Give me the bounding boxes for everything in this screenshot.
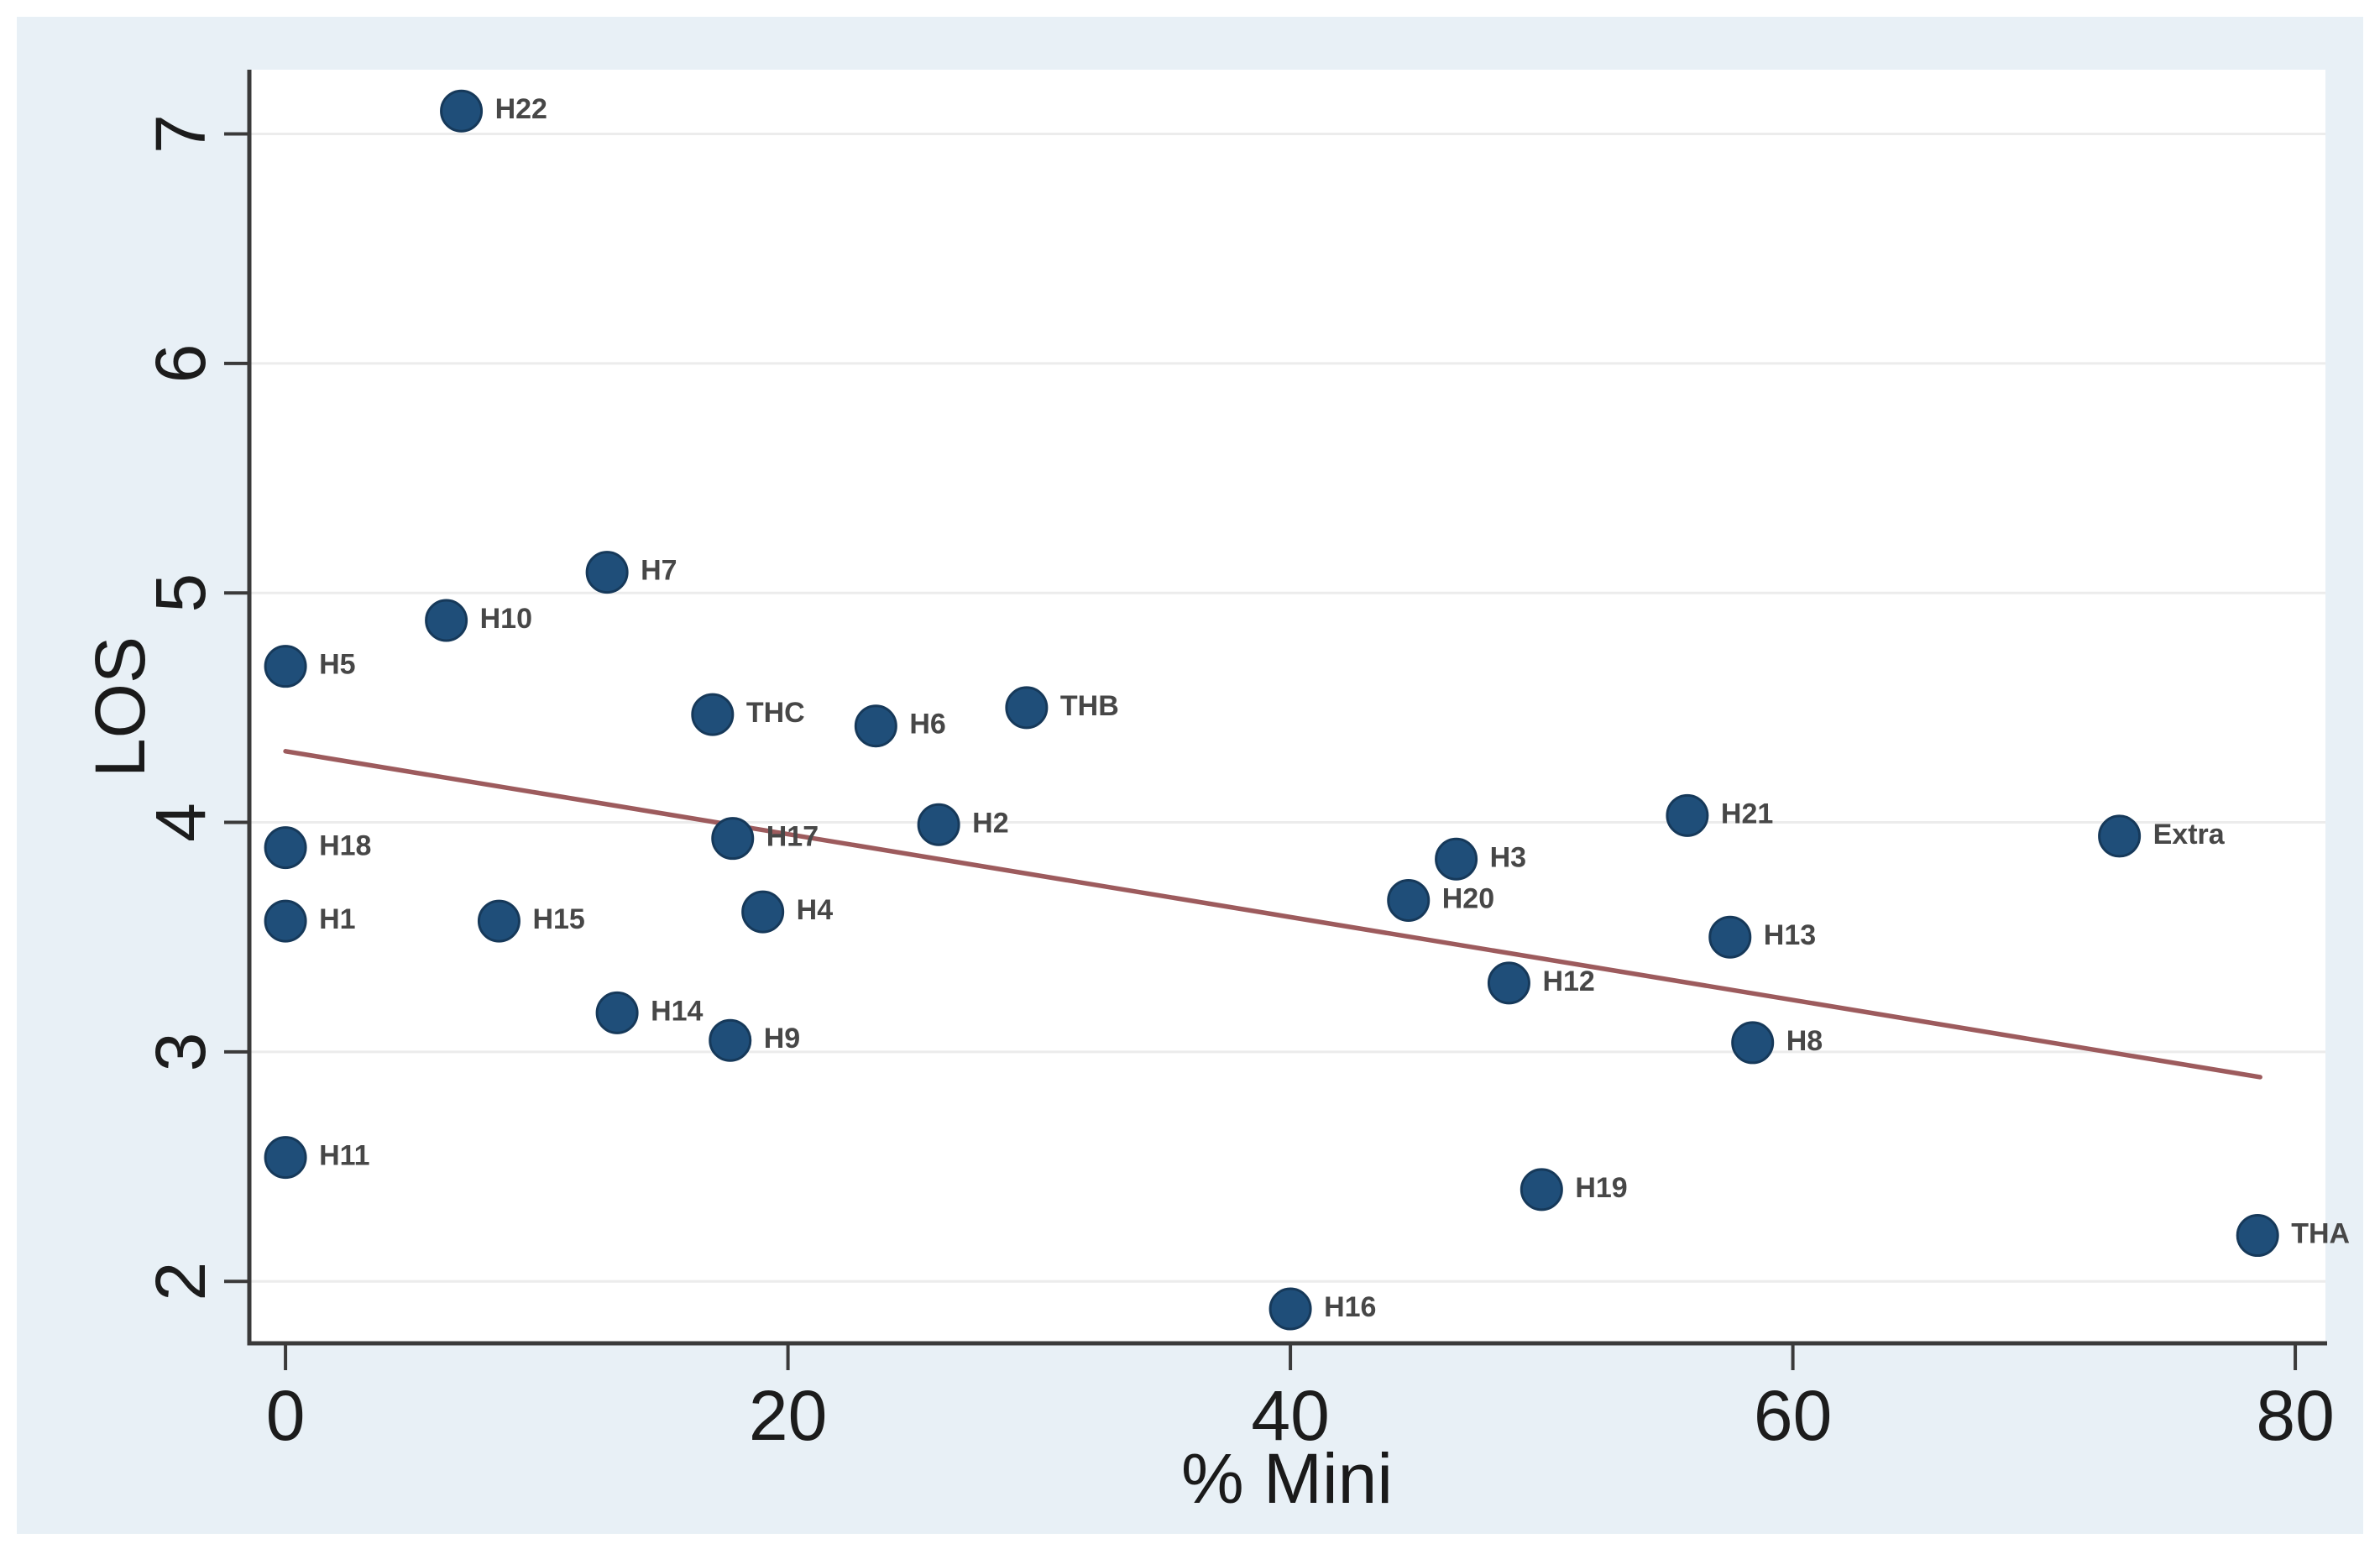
y-tick-label: 3 (141, 1033, 220, 1072)
data-point-label: H20 (1442, 882, 1494, 914)
data-point-label: H19 (1575, 1172, 1627, 1204)
data-point (1435, 837, 1478, 881)
data-point-label: H15 (532, 903, 584, 935)
data-point-label: H11 (319, 1140, 370, 1172)
data-point (1487, 961, 1530, 1005)
y-tick-label: 6 (141, 344, 220, 384)
data-point-label: H1 (319, 903, 355, 935)
x-axis-title: % Mini (1181, 1439, 1393, 1518)
y-tick-label: 7 (141, 114, 220, 154)
data-point-label: H7 (641, 555, 677, 587)
data-point-label: H12 (1542, 966, 1594, 997)
data-point-label: THB (1060, 690, 1119, 722)
data-point (585, 551, 629, 594)
data-point (1666, 793, 1709, 837)
data-point-label: H3 (1490, 841, 1526, 873)
data-point-label: H5 (319, 649, 355, 681)
trend-line (283, 749, 2262, 1080)
data-point-label: H2 (972, 807, 1008, 839)
data-point (1708, 915, 1752, 959)
y-axis-title: LOS (81, 636, 160, 777)
data-point-label: H18 (319, 830, 371, 862)
data-point (741, 890, 785, 934)
x-tick-label: 40 (1251, 1376, 1329, 1455)
data-point (264, 1136, 307, 1180)
data-point-label: H6 (909, 709, 945, 740)
data-point (264, 826, 307, 870)
x-tick-label: 0 (266, 1376, 306, 1455)
y-tick-label: 5 (141, 573, 220, 613)
x-tick-label: 80 (2256, 1376, 2334, 1455)
data-point-label: H17 (766, 821, 819, 853)
data-point-label: H22 (495, 93, 547, 125)
data-point (1731, 1021, 1775, 1065)
chart-layer: 2 3 4 5 6 7 0 20 40 60 80 H1 H2 H3 H4 H5 H6 H7 H8 H9 H10 H11 H… (141, 89, 2350, 1455)
y-tick-label: 2 (141, 1262, 220, 1301)
data-point (264, 899, 307, 943)
data-point (477, 899, 520, 943)
data-point (1005, 686, 1049, 730)
data-point-label: H16 (1324, 1291, 1376, 1323)
data-point (691, 693, 735, 736)
data-point (709, 1018, 752, 1062)
data-point (425, 599, 468, 642)
plot-area (249, 70, 2325, 1345)
data-point-label: H8 (1786, 1025, 1823, 1057)
data-point-label: H14 (651, 995, 703, 1027)
x-tick-label: 60 (1754, 1376, 1832, 1455)
data-point-label: H9 (764, 1023, 800, 1054)
data-point (711, 817, 755, 861)
data-point-label: H10 (480, 603, 532, 635)
data-point-label: Extra (2153, 819, 2226, 850)
data-point (854, 704, 897, 748)
y-tick-label: 4 (141, 803, 220, 842)
data-point (917, 803, 960, 846)
data-point (264, 645, 307, 688)
data-point-label: THC (746, 697, 805, 729)
data-point (1387, 878, 1431, 922)
data-point (1268, 1287, 1312, 1331)
data-point-label: H4 (797, 894, 834, 926)
data-point (2098, 814, 2142, 858)
data-point-label: H13 (1764, 919, 1816, 951)
data-point-label: H21 (1721, 798, 1773, 829)
x-tick-label: 20 (749, 1376, 827, 1455)
data-point (595, 991, 639, 1034)
data-point-label: THA (2291, 1218, 2350, 1250)
data-point (2236, 1214, 2279, 1258)
data-point (440, 89, 484, 133)
data-point (1520, 1168, 1563, 1211)
